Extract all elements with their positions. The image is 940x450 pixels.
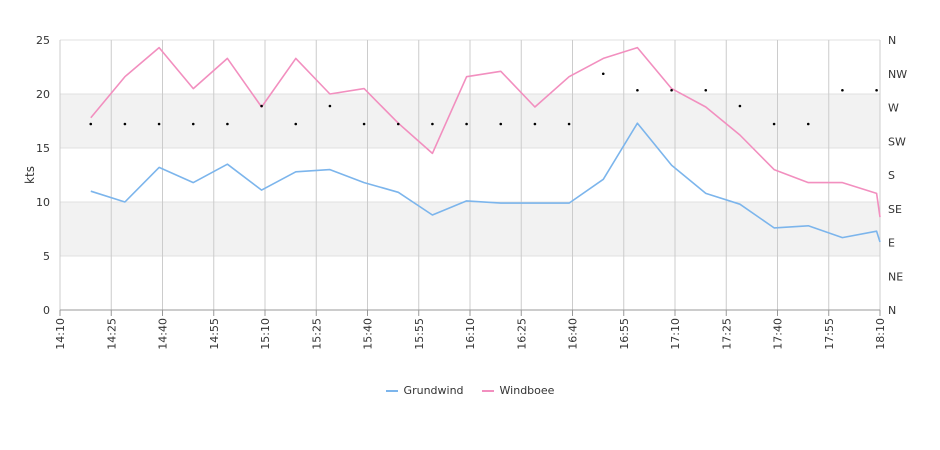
direction-marker-10 [431,122,434,126]
right-axis-label-2: E [888,237,895,250]
direction-marker-15 [601,72,605,76]
direction-marker-16 [636,88,639,92]
right-axis-label-4: S [888,169,895,182]
axes: 0 5 10 15 20 25 14:10 14:25 14:40 14:55 15:10 15:25… [36,34,907,350]
x-tick-label-0: 14:10 [54,318,67,350]
y-tick-label-1: 5 [43,250,50,263]
legend: Grundwind Windboee [0,384,940,397]
direction-marker-13 [533,122,537,126]
series-line-windboee [90,46,881,218]
y-tick-label-5: 25 [36,34,50,47]
x-tick-label-14: 17:40 [772,318,785,350]
y-tick-label-0: 0 [43,304,50,317]
direction-marker-5 [260,104,263,108]
direction-marker-18 [704,88,708,92]
x-tick-label-2: 14:40 [157,318,170,350]
x-tick-label-6: 15:40 [362,318,375,350]
right-axis-label-8: N [888,34,896,47]
legend-item-grundwind[interactable]: Grundwind [385,384,464,397]
direction-marker-20 [772,122,776,126]
right-axis-label-5: SW [888,135,906,148]
legend-label-windboee: Windboee [499,384,555,397]
direction-marker-7 [328,104,332,108]
direction-markers [89,72,878,126]
x-tick-label-4: 15:10 [259,318,272,350]
direction-marker-19 [738,104,742,108]
x-tick-label-12: 17:10 [669,318,682,350]
direction-marker-6 [294,122,298,126]
direction-marker-4 [226,122,229,126]
direction-marker-23 [875,88,878,92]
right-axis-label-6: W [888,102,899,115]
x-tick-label-10: 16:40 [567,318,580,350]
direction-marker-8 [362,122,366,126]
direction-marker-3 [191,122,195,126]
series-layer [90,46,881,243]
x-tick-label-5: 15:25 [310,318,323,350]
direction-marker-21 [806,122,810,126]
x-tick-label-15: 17:55 [823,318,836,350]
y-axis-label: kts [23,166,37,184]
y-tick-label-3: 15 [36,142,50,155]
right-axis-label-7: NW [888,68,907,81]
x-tick-label-3: 14:55 [208,318,221,350]
y-tick-label-4: 20 [36,88,50,101]
x-tick-label-16: 18:10 [874,318,887,350]
direction-marker-0 [89,122,93,126]
direction-marker-1 [123,122,127,126]
direction-marker-17 [670,88,673,92]
direction-marker-14 [567,122,571,126]
y-tick-label-2: 10 [36,196,50,209]
right-axis-label-1: NE [888,270,903,283]
legend-swatch-windboee [481,389,494,392]
direction-marker-22 [841,88,844,92]
legend-item-windboee[interactable]: Windboee [481,384,555,397]
legend-label-grundwind: Grundwind [403,384,464,397]
x-tick-label-8: 16:10 [464,318,477,350]
x-tick-label-9: 16:25 [515,318,528,350]
direction-marker-9 [396,122,400,126]
grid-lines [59,39,881,311]
legend-swatch-grundwind [385,389,398,392]
x-tick-label-7: 15:55 [413,318,426,350]
direction-marker-2 [157,122,161,126]
x-tick-label-1: 14:25 [105,318,118,350]
right-axis-label-3: SE [888,203,902,216]
x-tick-label-11: 16:55 [618,318,631,350]
right-axis-label-0: N [888,304,896,317]
x-tick-label-13: 17:25 [720,318,733,350]
series-line-grundwind [90,122,881,243]
direction-marker-11 [465,122,468,126]
direction-marker-12 [499,122,503,126]
